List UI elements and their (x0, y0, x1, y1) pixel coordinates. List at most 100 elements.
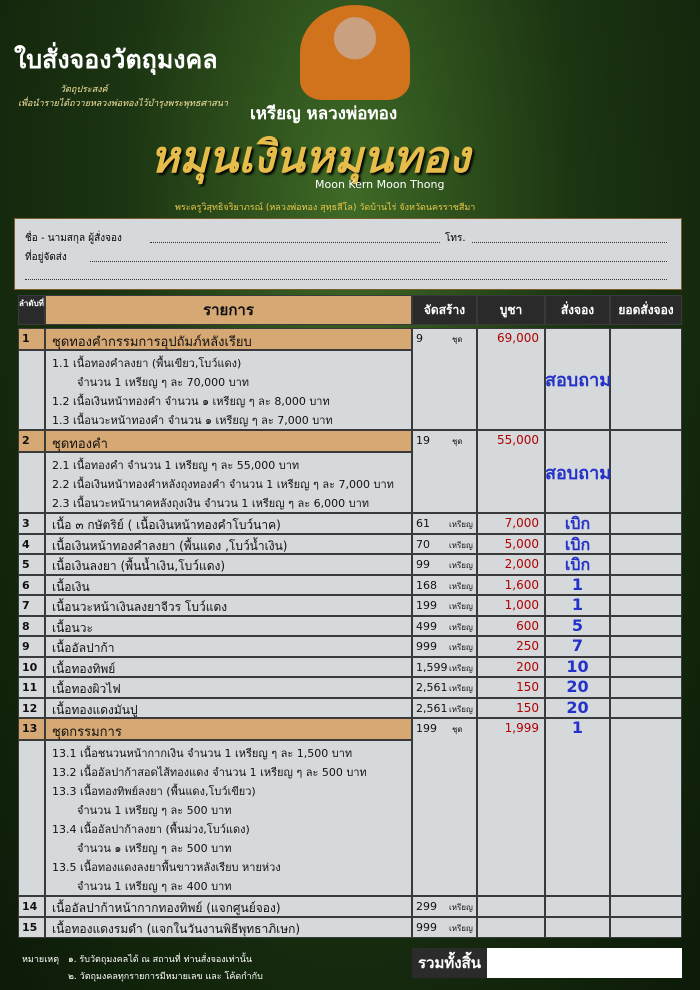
table-cell (412, 533, 477, 554)
item-name: เนื้อนวะ (52, 620, 93, 635)
purpose: เพื่อนำรายได้ถวายหลวงพ่อทองไว้บำรุงพระพุ… (18, 99, 228, 109)
table-cell (545, 697, 610, 718)
unit: ชุด (452, 335, 463, 344)
table-cell (18, 533, 45, 554)
table-cell (18, 430, 45, 452)
unit: เหรียญ (449, 924, 473, 933)
table-cell (477, 513, 545, 534)
table-cell (45, 677, 412, 698)
name-label: ชื่อ - นามสกุล ผู้สั่งจอง (25, 233, 122, 244)
quantity: 199 (416, 722, 437, 735)
title: ใบสั่งจองวัตถุมงคล (14, 45, 218, 74)
table-cell (45, 917, 412, 938)
quantity: 2,561 (416, 701, 448, 715)
table-cell (412, 896, 477, 917)
table-cell (545, 896, 610, 917)
table-cell (18, 513, 45, 534)
sub-item: 13.3 เนื้อทองทิพย์ลงยา (พื้นแดง,โบว์เขีย… (52, 785, 256, 798)
table-cell (477, 533, 545, 554)
sub-item: จำนวน 1 เหรียญ ๆ ละ 400 บาท (77, 880, 232, 893)
header-cell (545, 295, 610, 325)
table-cell (545, 636, 610, 657)
unit: เหรียญ (449, 684, 473, 693)
quantity: 70 (416, 537, 430, 551)
total-label: รวมทั้งสิ้น (412, 948, 487, 978)
table-cell (545, 533, 610, 554)
item-name: ชุดทองคำ (52, 437, 108, 452)
purpose-label: วัตถุประสงค์ (60, 85, 108, 95)
sub-item: 1.2 เนื้อเงินหน้าทองคำ จำนวน ๑ เหรียญ ๆ … (52, 395, 330, 408)
table-cell (610, 533, 682, 554)
unit: ชุด (452, 725, 463, 734)
table-cell (610, 430, 682, 513)
item-name: เนื้อทองแดงรมดำ (แจกในวันงานพิธีพุทธาภิเ… (52, 922, 301, 936)
table-cell (477, 917, 545, 938)
header-cell (412, 295, 477, 325)
quantity: 199 (416, 599, 437, 612)
item-name: เนื้อทองทิพย์ (52, 661, 116, 676)
price: 600 (516, 618, 539, 633)
column-header: สั่งจอง (560, 303, 595, 317)
table-cell (18, 554, 45, 575)
table-cell (545, 656, 610, 677)
order-status: สอบถาม (545, 370, 612, 391)
table-cell (412, 574, 477, 595)
table-cell (18, 615, 45, 636)
table-cell (412, 554, 477, 575)
quantity: 1,599 (416, 660, 448, 674)
item-name: ชุดกรรมการ (52, 725, 122, 740)
order-status: 5 (571, 615, 584, 635)
table-cell (412, 718, 477, 896)
row-number: 12 (22, 701, 38, 715)
table-cell (412, 697, 477, 718)
table-cell (18, 574, 45, 595)
table-cell (45, 533, 412, 554)
price: 200 (516, 659, 539, 674)
table-cell (18, 718, 45, 740)
row-number: 3 (22, 517, 30, 530)
item-name: เนื้ออัลปาก้าหน้ากากทองทิพย์ (แจกศูนย์จอ… (52, 901, 281, 915)
table-cell (18, 452, 45, 513)
price: 1,999 (504, 721, 539, 735)
table-cell (545, 615, 610, 636)
table-cell (477, 615, 545, 636)
quantity: 499 (416, 619, 437, 633)
item-name: เนื้อทองแดงมันปู (52, 702, 138, 717)
price: 1,600 (504, 577, 539, 592)
monk-portrait (300, 5, 410, 100)
table-cell (477, 896, 545, 917)
price: 69,000 (497, 331, 539, 345)
row-number: 4 (22, 537, 30, 551)
table-cell (18, 740, 45, 896)
table-cell (477, 554, 545, 575)
total-field (487, 948, 682, 978)
quantity: 2,561 (416, 681, 448, 694)
table-cell (45, 636, 412, 657)
unit: เหรียญ (449, 581, 473, 591)
order-status: 1 (571, 595, 584, 614)
price: 250 (516, 639, 539, 653)
row-number: 11 (22, 681, 38, 694)
header-cell (45, 295, 412, 325)
table-cell (545, 917, 610, 938)
price: 7,000 (504, 516, 539, 530)
item-name: เนื้อเงินลงยา (พื้นน้ำเงิน,โบว์แดง) (52, 559, 226, 573)
sub-item: 13.5 เนื้อทองแดงลงยาพื้นขาวหลังเรียบ หาย… (52, 861, 281, 874)
table-cell (18, 917, 45, 938)
table-cell (45, 554, 412, 575)
table-cell (477, 595, 545, 616)
table-cell (18, 896, 45, 917)
row-number: 2 (22, 434, 30, 447)
quantity: 999 (416, 640, 437, 653)
row-number: 7 (22, 599, 30, 612)
sub-item: 13.4 เนื้ออัลปาก้าลงยา (พื้นม่วง,โบว์แดง… (52, 823, 250, 836)
english-name: Moon Kern Moon Thong (315, 178, 445, 191)
note: ๑. รับวัตถุมงคลได้ ณ สถานที่ ท่านสั่งจอง… (68, 955, 253, 965)
table-cell (412, 513, 477, 534)
order-status: 20 (566, 697, 589, 717)
table-cell (18, 328, 45, 350)
row-number: 1 (22, 332, 30, 345)
table-cell (412, 595, 477, 616)
table-cell (45, 740, 412, 896)
